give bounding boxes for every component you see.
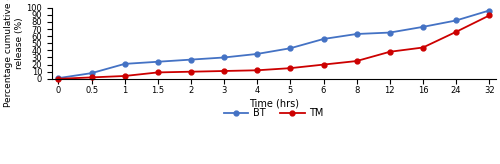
BT: [88, 72, 94, 74]
BT: [420, 26, 426, 28]
BT: [453, 20, 459, 21]
TM: [56, 78, 62, 80]
TM: [188, 71, 194, 73]
Legend: BT, TM: BT, TM: [220, 105, 328, 122]
BT: [221, 56, 227, 58]
TM: [486, 14, 492, 16]
TM: [420, 47, 426, 49]
TM: [88, 76, 94, 78]
BT: [320, 38, 326, 40]
X-axis label: Time (hrs): Time (hrs): [249, 98, 299, 108]
Line: BT: BT: [56, 8, 492, 81]
TM: [288, 67, 294, 69]
TM: [122, 75, 128, 77]
BT: [254, 53, 260, 55]
Y-axis label: Percentage cumulative drug
release (%): Percentage cumulative drug release (%): [4, 0, 24, 107]
BT: [122, 63, 128, 65]
BT: [288, 47, 294, 49]
TM: [320, 64, 326, 66]
TM: [387, 51, 393, 53]
TM: [254, 69, 260, 71]
TM: [155, 72, 161, 73]
BT: [387, 32, 393, 34]
BT: [155, 61, 161, 63]
Line: TM: TM: [56, 13, 492, 81]
TM: [453, 31, 459, 33]
TM: [354, 60, 360, 62]
BT: [56, 77, 62, 79]
TM: [221, 70, 227, 72]
BT: [486, 10, 492, 11]
BT: [188, 59, 194, 61]
BT: [354, 33, 360, 35]
